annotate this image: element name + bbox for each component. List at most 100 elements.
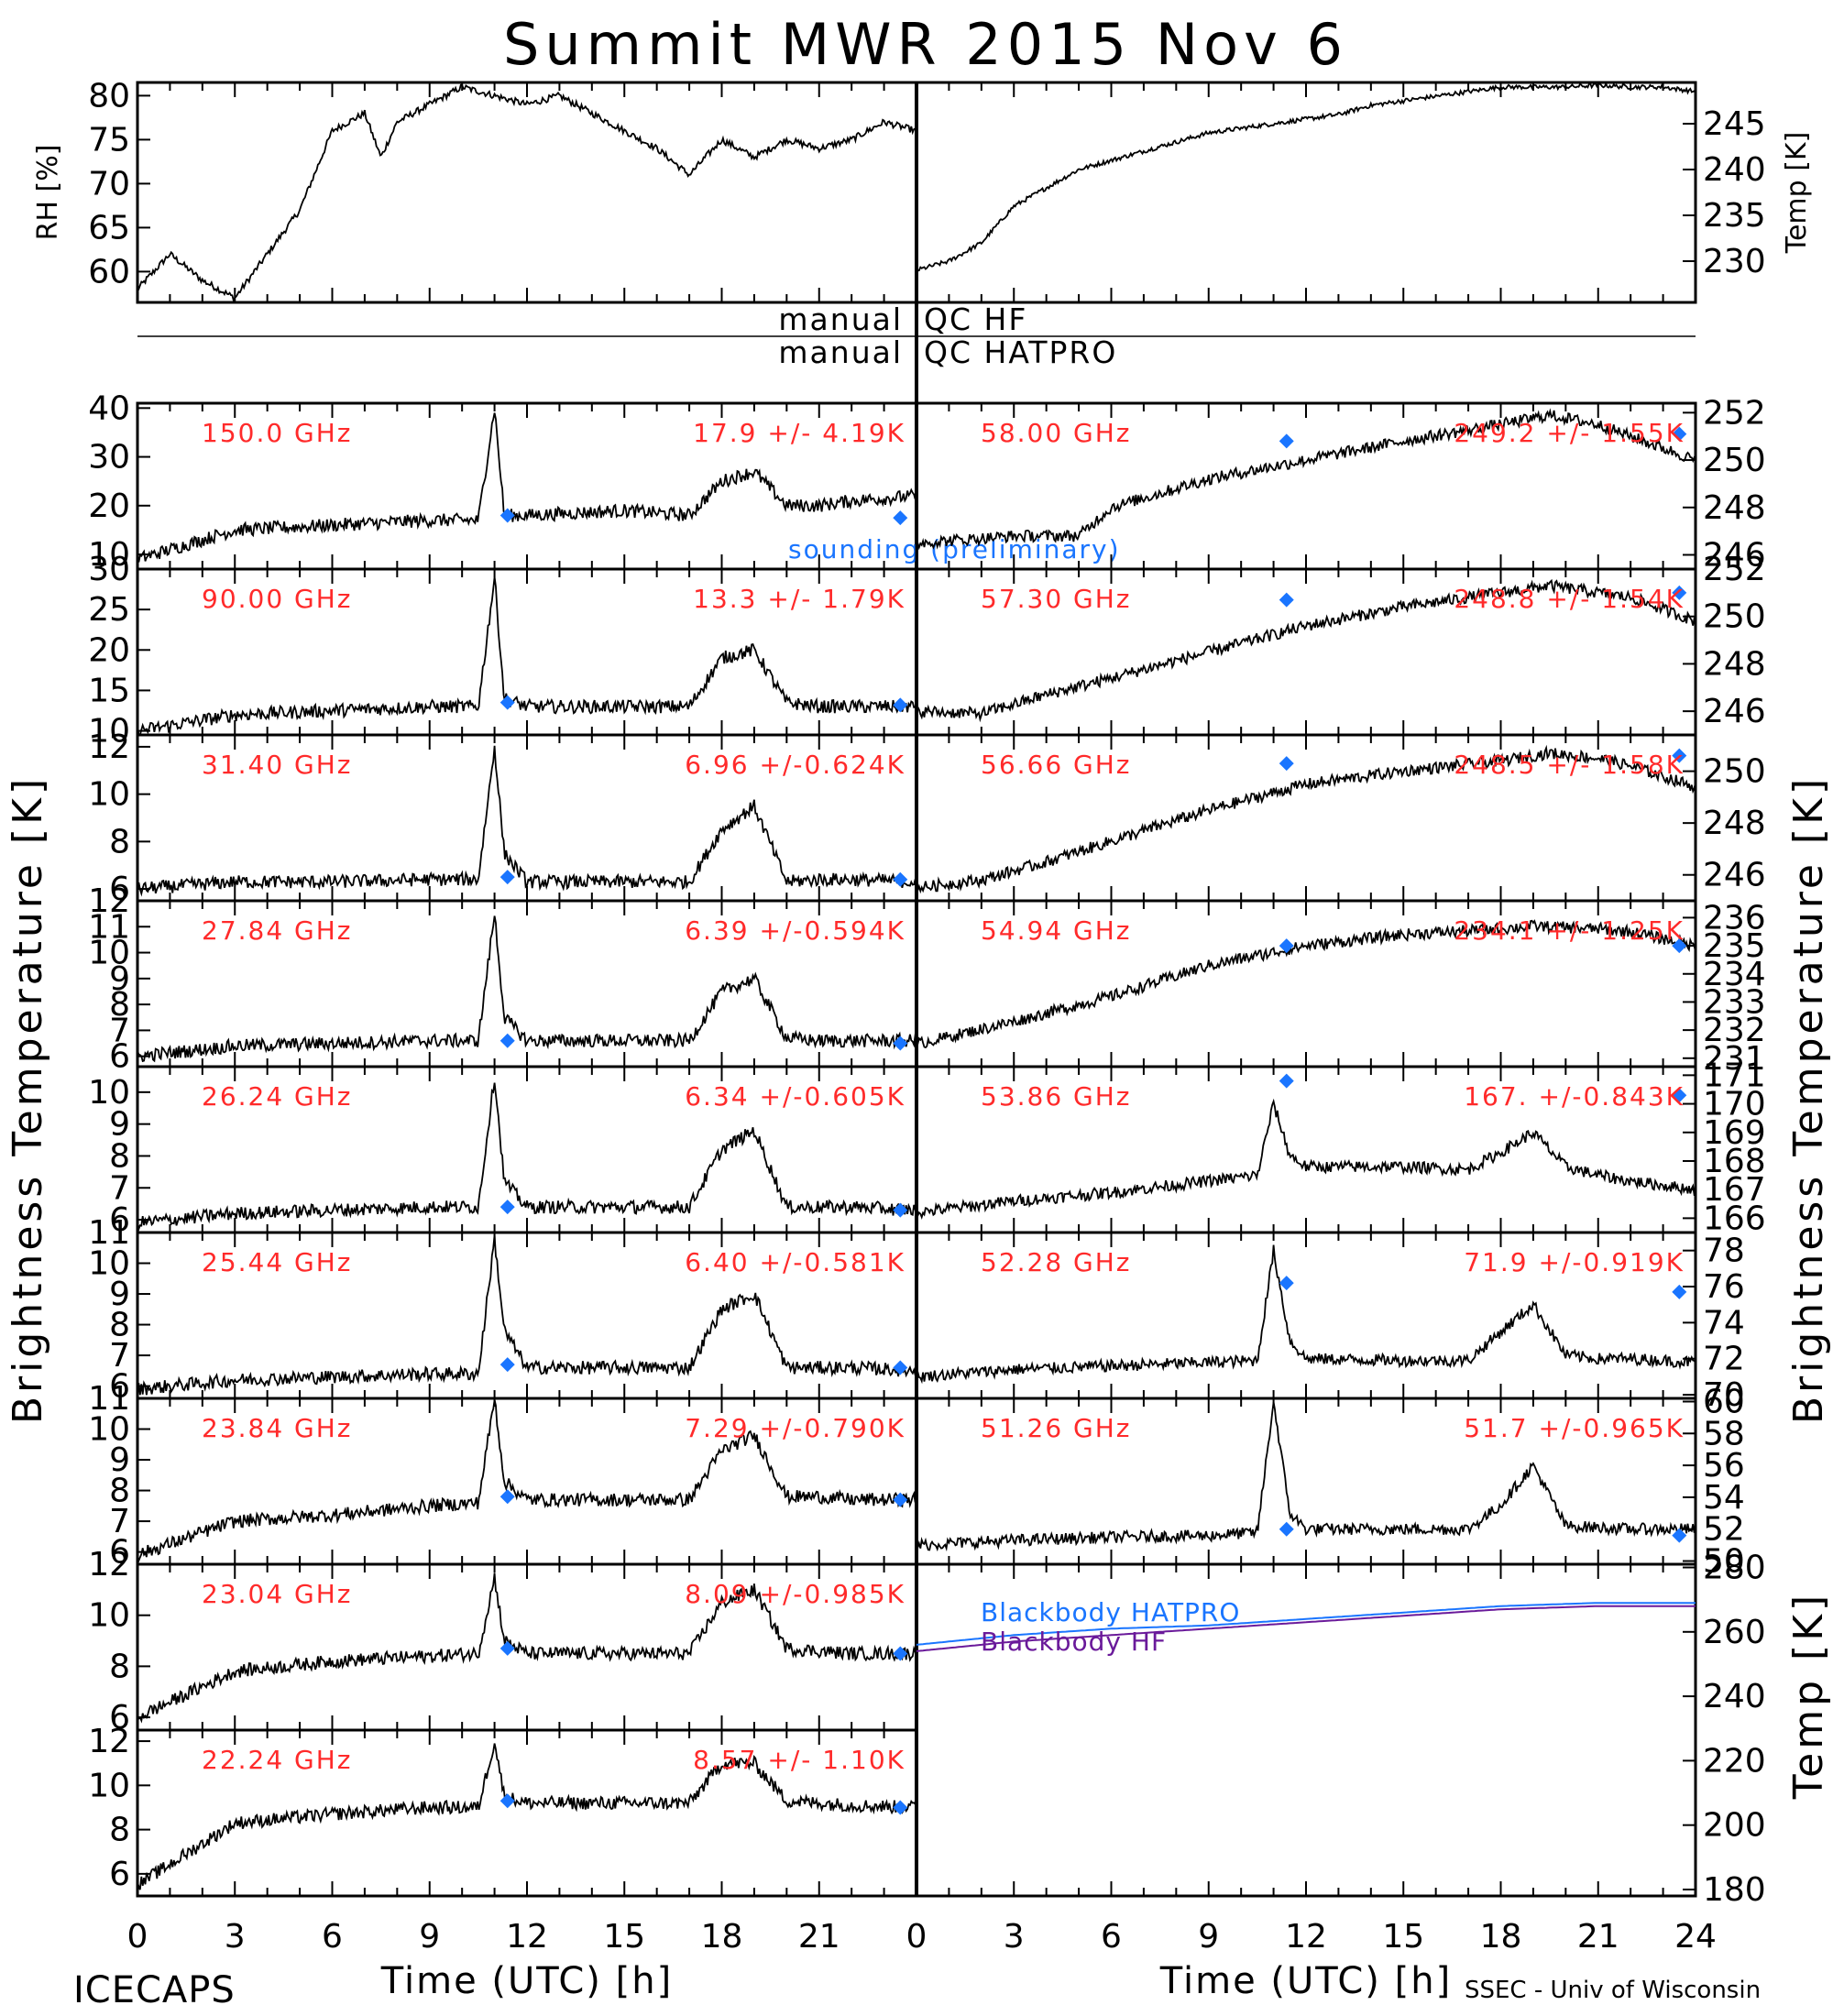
y-tick-label: 233 [1703,983,1766,1021]
channel-label: 56.66 GHz [981,750,1132,780]
sounding-marker [1672,1528,1687,1543]
y-tick-label: 74 [1703,1304,1745,1342]
trace-blackbody-hatpro [916,1602,1696,1646]
channel-stat: 51.7 +/-0.965K [1464,1413,1685,1443]
trace-c5126 [916,1402,1696,1552]
sounding-marker [1672,1088,1687,1103]
channel-stat: 6.40 +/-0.581K [685,1247,906,1277]
qc-manual-2: manual [778,334,903,370]
trace-c90 [137,576,917,736]
y-tick-label: 12 [88,1546,130,1583]
trace-blackbody-hf [916,1605,1696,1652]
y-tick-label: 170 [1703,1086,1766,1123]
channel-stat: 6.96 +/-0.624K [685,750,906,780]
x-tick-label: 15 [1382,1918,1424,1956]
y-tick-label: 166 [1703,1200,1766,1237]
y-tick-label: 248 [1703,645,1766,683]
y-tick-label: 7 [109,1503,130,1540]
sounding-marker [499,508,515,523]
sounding-marker [893,1646,908,1661]
y-tick-label: 10 [88,1767,130,1804]
sounding-marker [893,1035,908,1051]
panel-c3140: 6 8 10 12 31.40 GHz 6.96 +/-0.624K [88,729,918,908]
x-tick-label: 0 [906,1918,927,1956]
y-tick-label: 12 [88,882,130,920]
y-tick-label: 235 [1703,927,1766,965]
y-tick-label: 10 [88,1245,130,1283]
y-tick-label: 60 [1703,1383,1745,1420]
panel-bb: 180 200 220 240 260 280 Blackbody HATPROBlackb… [915,1550,1766,1909]
x-tick-label: 18 [701,1918,743,1956]
y-tick-label: 167 [1703,1171,1766,1209]
sounding-marker [893,697,908,713]
y-tick-label: 6 [109,1699,130,1737]
y-tick-label: 56 [1703,1447,1745,1485]
y-tick-label: 10 [88,935,130,972]
y-tick-label: 6 [109,1534,130,1572]
legend-entry: Blackbody HF [981,1627,1167,1657]
panel-frame [915,81,1697,304]
y-tick-label: 250 [1703,753,1766,791]
y-tick-label: 10 [88,1411,130,1449]
tb-right-ylabel: Brightness Temperature [K] [1785,775,1832,1424]
y-tick-label: 9 [109,1441,130,1479]
x-tick-label: 15 [603,1918,645,1956]
channel-stat: 234.1 +/- 1.25K [1454,915,1685,946]
y-tick-label: 60 [88,253,130,290]
y-tick-label: 11 [88,1214,130,1252]
channel-label: 53.86 GHz [981,1081,1132,1112]
y-tick-label: 8 [109,1307,130,1344]
channel-label: 26.24 GHz [202,1081,353,1112]
sounding-marker [1279,756,1294,772]
channel-label: 54.94 GHz [981,915,1132,946]
trace-c2544 [137,1234,917,1396]
y-tick-label: 8 [109,1473,130,1510]
y-tick-label: 169 [1703,1114,1766,1152]
y-tick-label: 234 [1703,956,1766,993]
y-tick-label: 65 [88,209,130,247]
y-tick-label: 9 [109,960,130,998]
y-tick-label: 6 [109,1856,130,1893]
y-tick-label: 235 [1703,197,1766,235]
sounding-marker [893,510,908,526]
sounding-marker [499,1033,515,1048]
y-tick-label: 231 [1703,1040,1766,1078]
channel-stat: 71.9 +/-0.919K [1464,1247,1685,1277]
sounding-marker [499,1640,515,1656]
channel-panels: 60 65 70 75 80 230 235 240 245 10 20 30 40 150.0 GHz 1… [88,77,1766,1909]
sounding-marker [1672,426,1687,442]
sounding-marker [893,1202,908,1218]
y-tick-label: 246 [1703,857,1766,894]
channel-label: 52.28 GHz [981,1247,1132,1277]
channel-stat: 8.57 +/- 1.10K [693,1745,906,1775]
rh-ylabel: RH [%] [32,145,64,241]
y-tick-label: 8 [109,986,130,1024]
y-tick-label: 9 [109,1276,130,1313]
trace-c3140 [137,745,917,897]
y-tick-label: 10 [88,713,130,751]
figure-title: Summit MWR 2015 Nov 6 [503,11,1348,78]
temp-ylabel: Temp [K] [1781,132,1813,255]
channel-label: 25.44 GHz [202,1247,353,1277]
trace-c150 [137,412,917,563]
x-tick-label: 18 [1480,1918,1522,1956]
y-tick-label: 220 [1703,1742,1766,1780]
channel-label: 150.0 GHz [202,418,353,448]
y-tick-label: 236 [1703,899,1766,937]
y-tick-label: 280 [1703,1550,1766,1587]
panel-c2224: 6 8 10 12 22.24 GHz 8.57 +/- 1.10K [88,1723,918,1898]
sounding-marker [893,1360,908,1375]
y-tick-label: 252 [1703,551,1766,588]
y-tick-label: 20 [88,488,130,525]
y-tick-label: 245 [1703,105,1766,143]
y-tick-label: 7 [109,1169,130,1207]
y-tick-label: 72 [1703,1341,1745,1378]
y-tick-label: 6 [109,1368,130,1406]
y-tick-label: 171 [1703,1057,1766,1094]
y-tick-label: 70 [1703,1376,1745,1414]
